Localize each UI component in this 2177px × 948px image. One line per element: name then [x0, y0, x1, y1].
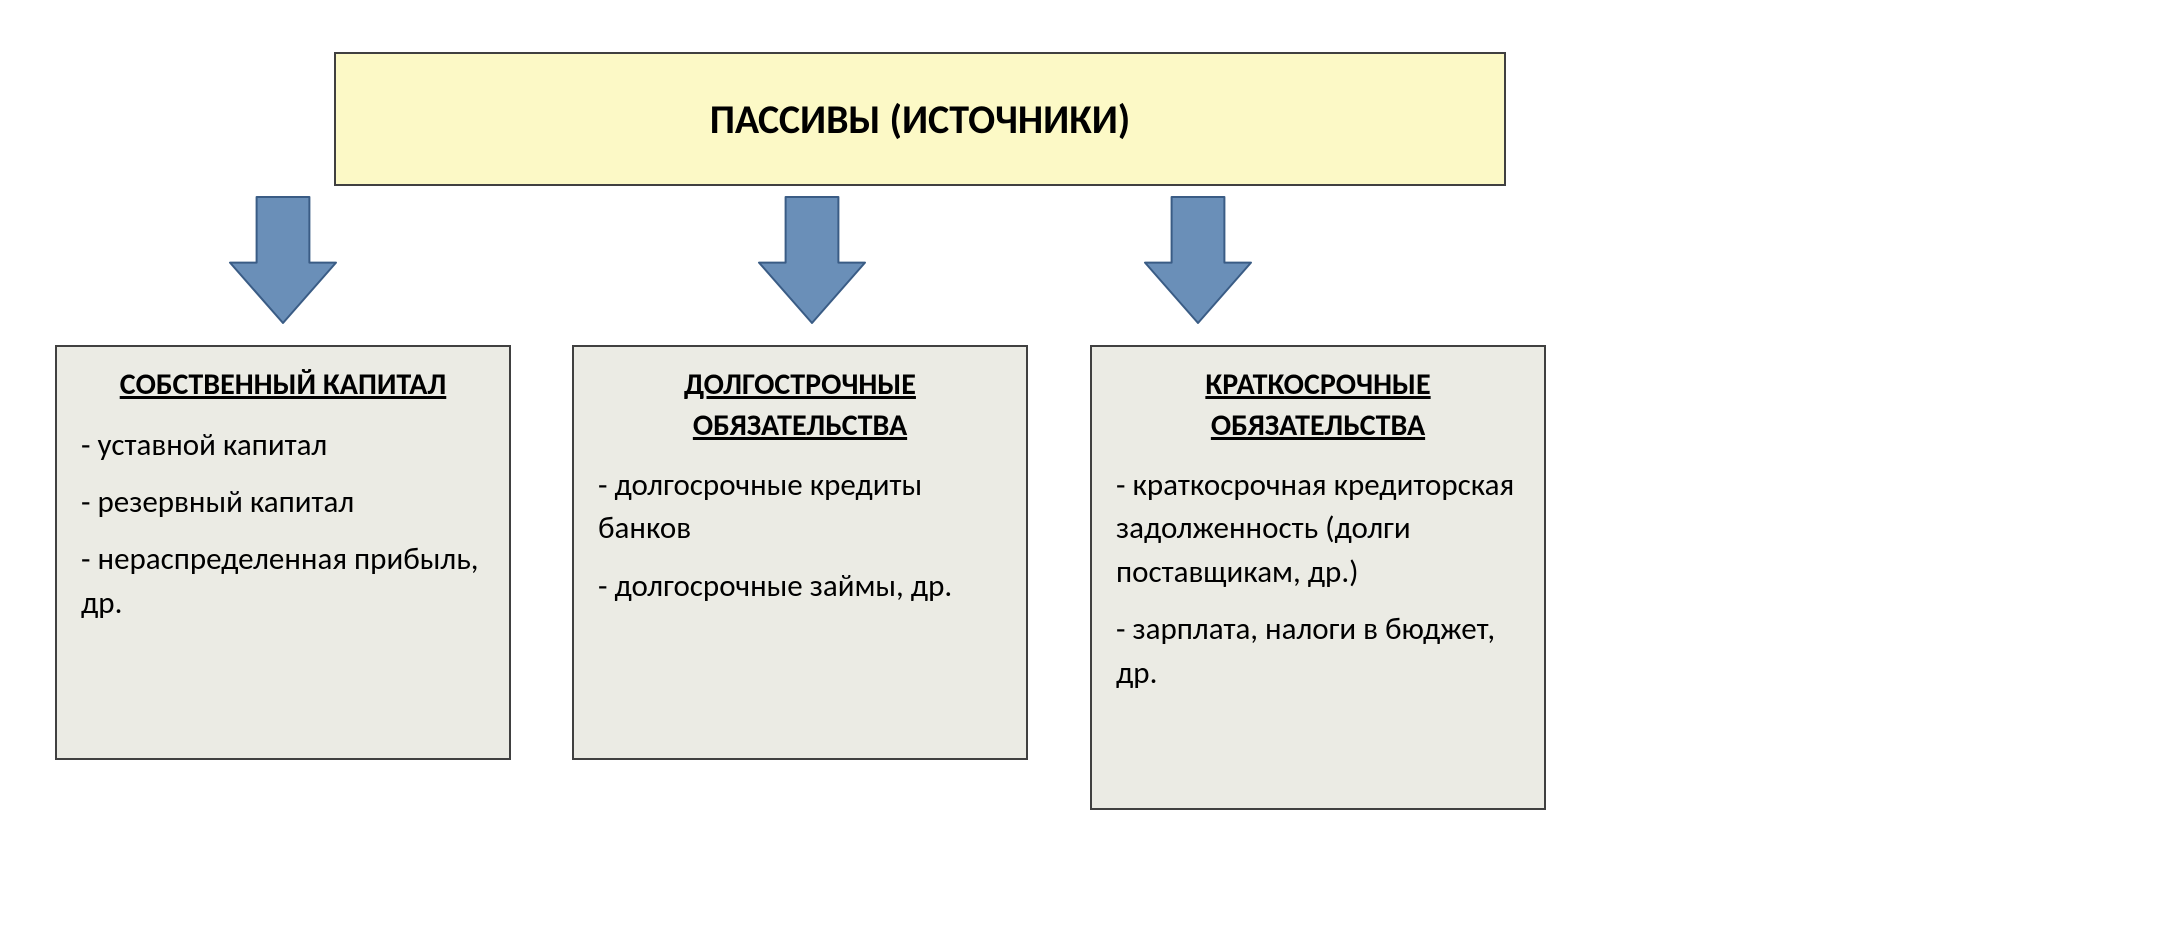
arrow-icon	[1143, 195, 1253, 325]
arrow-icon	[228, 195, 338, 325]
child-node-short-term: КРАТКОСРОЧНЫЕ ОБЯЗАТЕЛЬСТВА - краткосроч…	[1090, 345, 1546, 810]
arrow-icon	[757, 195, 867, 325]
child-title: СОБСТВЕННЫЙ КАПИТАЛ	[81, 365, 485, 406]
list-item: - зарплата, налоги в бюджет, др.	[1116, 608, 1520, 695]
child-title: КРАТКОСРОЧНЫЕ ОБЯЗАТЕЛЬСТВА	[1116, 365, 1520, 446]
root-node: ПАССИВЫ (ИСТОЧНИКИ)	[334, 52, 1506, 186]
list-item: - нераспределенная прибыль, др.	[81, 538, 485, 625]
list-item: - резервный капитал	[81, 481, 485, 524]
child-title: ДОЛГОСТРОЧНЫЕ ОБЯЗАТЕЛЬСТВА	[598, 365, 1002, 446]
child-node-own-capital: СОБСТВЕННЫЙ КАПИТАЛ - уставной капитал -…	[55, 345, 511, 760]
child-node-long-term: ДОЛГОСТРОЧНЫЕ ОБЯЗАТЕЛЬСТВА - долгосрочн…	[572, 345, 1028, 760]
root-label: ПАССИВЫ (ИСТОЧНИКИ)	[710, 95, 1131, 144]
list-item: - долгосрочные займы, др.	[598, 565, 1002, 608]
list-item: - краткосрочная кредиторская задолженнос…	[1116, 464, 1520, 594]
list-item: - уставной капитал	[81, 424, 485, 467]
list-item: - долгосрочные кредиты банков	[598, 464, 1002, 551]
